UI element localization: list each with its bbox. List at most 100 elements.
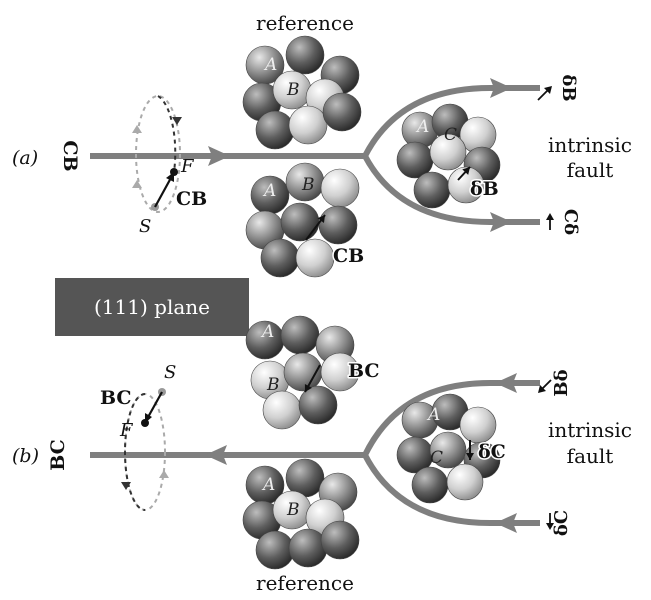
arrowhead-b-bottom [495, 513, 517, 533]
atom-sphere [255, 530, 295, 570]
cluster-fault-b: A C δC [396, 393, 507, 504]
atom-sphere [429, 431, 467, 469]
branch-top-arrowhead-b [538, 385, 546, 393]
intrinsic-label-b: intrinsic [548, 418, 632, 442]
burgers-circuit-a-front [157, 95, 177, 173]
atom-sphere [295, 238, 335, 278]
branch-a-bottom [362, 154, 540, 225]
fault-label-a: fault [567, 158, 614, 182]
cluster-burgers-a: A B CB [245, 162, 366, 278]
cluster-vector-arrowhead [304, 383, 312, 392]
plane-box: (111) plane [55, 278, 249, 336]
atom-sphere [280, 315, 320, 355]
atom-sphere [280, 202, 320, 242]
burgers-label-a: CB [176, 188, 207, 210]
circuit-arrow-b1 [121, 482, 131, 490]
cluster-vector-arrowhead [317, 215, 325, 223]
atom-label: BC [348, 360, 380, 382]
cluster-reference-top: AB [242, 35, 362, 150]
branch-top-label-a: δB [558, 74, 579, 101]
atom-label: δC [478, 441, 506, 463]
branch-top-label-b: Bδ [551, 369, 572, 396]
atom-label: A [261, 475, 275, 495]
atom-sphere [446, 463, 484, 501]
branch-bottom-arrowhead-a [546, 213, 554, 220]
burgers-vector-a [154, 175, 173, 208]
panel-a: (a) CB S F CB δB Cδ intrinsic fault refe… [12, 11, 632, 237]
atom-sphere [260, 238, 300, 278]
circuit-start-b: S [164, 362, 176, 383]
atom-label: B [266, 375, 280, 395]
atom-sphere [320, 352, 360, 392]
cluster-burgers-b: A B BC [245, 315, 381, 430]
branch-top-arrowhead-a [544, 86, 552, 94]
atom-sphere [447, 166, 485, 204]
atom-label: C [444, 125, 457, 145]
panel-a-label: (a) [12, 147, 38, 169]
cluster-vector-arrowhead [466, 453, 474, 460]
circuit-start-a: S [139, 216, 151, 237]
atom-sphere [318, 205, 358, 245]
atom-sphere [255, 110, 295, 150]
atom-sphere [320, 168, 360, 208]
outgoing-vector-b: BC [47, 439, 69, 471]
atom-label: B [286, 500, 300, 520]
atom-label: CB [333, 245, 364, 267]
intrinsic-label-a: intrinsic [548, 133, 632, 157]
burgers-vector-b-head [145, 413, 152, 423]
atom-label: B [286, 80, 300, 100]
plane-box-label: (111) plane [94, 295, 210, 319]
burgers-label-b: BC [100, 387, 132, 409]
burgers-vector-b [146, 391, 163, 420]
panel-b: (b) BC S F BC Bδ δC intrinsic fault refe… [12, 362, 632, 595]
circuit-arrow-b2 [159, 470, 169, 478]
atom-sphere [285, 35, 325, 75]
cluster-reference-bottom: AB [242, 458, 360, 570]
branch-bottom-label-a: Cδ [560, 209, 581, 235]
fault-label-b: fault [567, 444, 614, 468]
burgers-vector-a-head [166, 172, 174, 182]
plane-box-bg [55, 278, 249, 336]
cluster-fault-a: A CδB [396, 103, 501, 209]
atom-label: A [262, 181, 276, 201]
atom-sphere [320, 520, 360, 560]
burgers-circuit-a-back [135, 95, 181, 213]
atom-sphere [298, 385, 338, 425]
reference-label-bottom: reference [256, 571, 354, 595]
atom-label: A [260, 322, 274, 342]
circuit-arrow-a3 [132, 180, 142, 188]
atom-label: A [263, 55, 277, 75]
atom-sphere [413, 171, 451, 209]
arrowhead-a-main [208, 146, 230, 166]
branch-b-top [362, 380, 540, 457]
atom-sphere [262, 390, 302, 430]
arrowhead-a-top [490, 78, 512, 98]
branch-b-bottom [362, 453, 540, 526]
reference-label-top: reference [256, 11, 354, 35]
branch-a-top [362, 85, 540, 158]
arrowhead-b-main [205, 445, 227, 465]
atom-sphere [411, 466, 449, 504]
incoming-vector-a: CB [59, 140, 81, 171]
cluster-vector-arrowhead [462, 167, 470, 175]
atom-sphere [322, 92, 362, 132]
atom-sphere [459, 406, 497, 444]
atom-label: A [415, 117, 429, 137]
circuit-arrow-a2 [132, 125, 142, 133]
atom-sphere [429, 133, 467, 171]
circuit-finish-b: F [119, 420, 134, 441]
panel-b-label: (b) [12, 445, 39, 467]
atom-sphere [288, 105, 328, 145]
circuit-arrow-a1 [172, 117, 182, 125]
atom-label: A [426, 405, 440, 425]
circuit-finish-a: F [180, 156, 195, 177]
atom-label: δB [470, 178, 499, 200]
branch-bottom-label-b: δC [551, 510, 572, 536]
arrowhead-b-top [495, 373, 517, 393]
atom-sphere [288, 528, 328, 568]
atom-label: B [301, 175, 315, 195]
atom-label: C [430, 448, 443, 468]
